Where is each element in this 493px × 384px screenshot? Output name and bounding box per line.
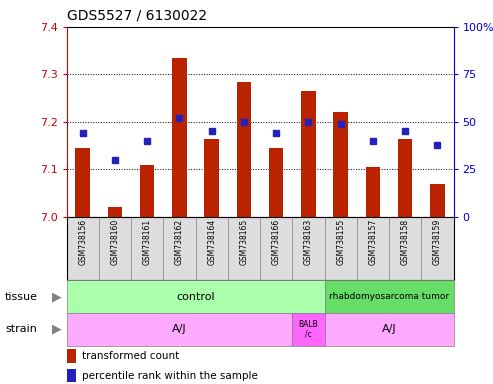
- Text: GSM738162: GSM738162: [175, 219, 184, 265]
- Text: GSM738158: GSM738158: [401, 219, 410, 265]
- Bar: [324, 280, 454, 313]
- Text: percentile rank within the sample: percentile rank within the sample: [82, 371, 258, 381]
- Bar: [99, 217, 131, 280]
- Bar: [196, 217, 228, 280]
- Bar: [269, 148, 283, 217]
- Bar: [324, 313, 454, 346]
- Text: GSM738166: GSM738166: [272, 219, 281, 265]
- Bar: [301, 91, 316, 217]
- Bar: [67, 313, 292, 346]
- Bar: [292, 313, 324, 346]
- Bar: [357, 217, 389, 280]
- Bar: [333, 113, 348, 217]
- Text: strain: strain: [5, 324, 37, 334]
- Text: transformed count: transformed count: [82, 351, 179, 361]
- Text: GDS5527 / 6130022: GDS5527 / 6130022: [67, 9, 207, 23]
- Bar: [75, 148, 90, 217]
- Bar: [172, 58, 187, 217]
- Bar: [67, 349, 76, 363]
- Bar: [131, 217, 163, 280]
- Bar: [430, 184, 445, 217]
- Text: GSM738163: GSM738163: [304, 219, 313, 265]
- Bar: [422, 217, 454, 280]
- Text: GSM738157: GSM738157: [368, 219, 378, 265]
- Bar: [324, 217, 357, 280]
- Bar: [260, 217, 292, 280]
- Bar: [292, 217, 324, 280]
- Bar: [107, 207, 122, 217]
- Text: GSM738156: GSM738156: [78, 219, 87, 265]
- Text: GSM738161: GSM738161: [142, 219, 152, 265]
- Text: tissue: tissue: [5, 291, 38, 302]
- Bar: [228, 217, 260, 280]
- Text: GSM738159: GSM738159: [433, 219, 442, 265]
- Text: A/J: A/J: [382, 324, 396, 334]
- Bar: [366, 167, 380, 217]
- Bar: [205, 139, 219, 217]
- Text: rhabdomyosarcoma tumor: rhabdomyosarcoma tumor: [329, 292, 449, 301]
- Bar: [67, 369, 76, 382]
- Text: GSM738165: GSM738165: [240, 219, 248, 265]
- Text: ▶: ▶: [52, 290, 62, 303]
- Bar: [398, 139, 413, 217]
- Bar: [67, 280, 324, 313]
- Text: GSM738164: GSM738164: [207, 219, 216, 265]
- Text: GSM738155: GSM738155: [336, 219, 345, 265]
- Bar: [67, 217, 99, 280]
- Bar: [389, 217, 422, 280]
- Text: A/J: A/J: [172, 324, 187, 334]
- Text: GSM738160: GSM738160: [110, 219, 119, 265]
- Bar: [163, 217, 196, 280]
- Text: ▶: ▶: [52, 323, 62, 336]
- Bar: [140, 165, 154, 217]
- Text: BALB
/c: BALB /c: [299, 319, 318, 339]
- Text: control: control: [176, 291, 215, 302]
- Bar: [237, 81, 251, 217]
